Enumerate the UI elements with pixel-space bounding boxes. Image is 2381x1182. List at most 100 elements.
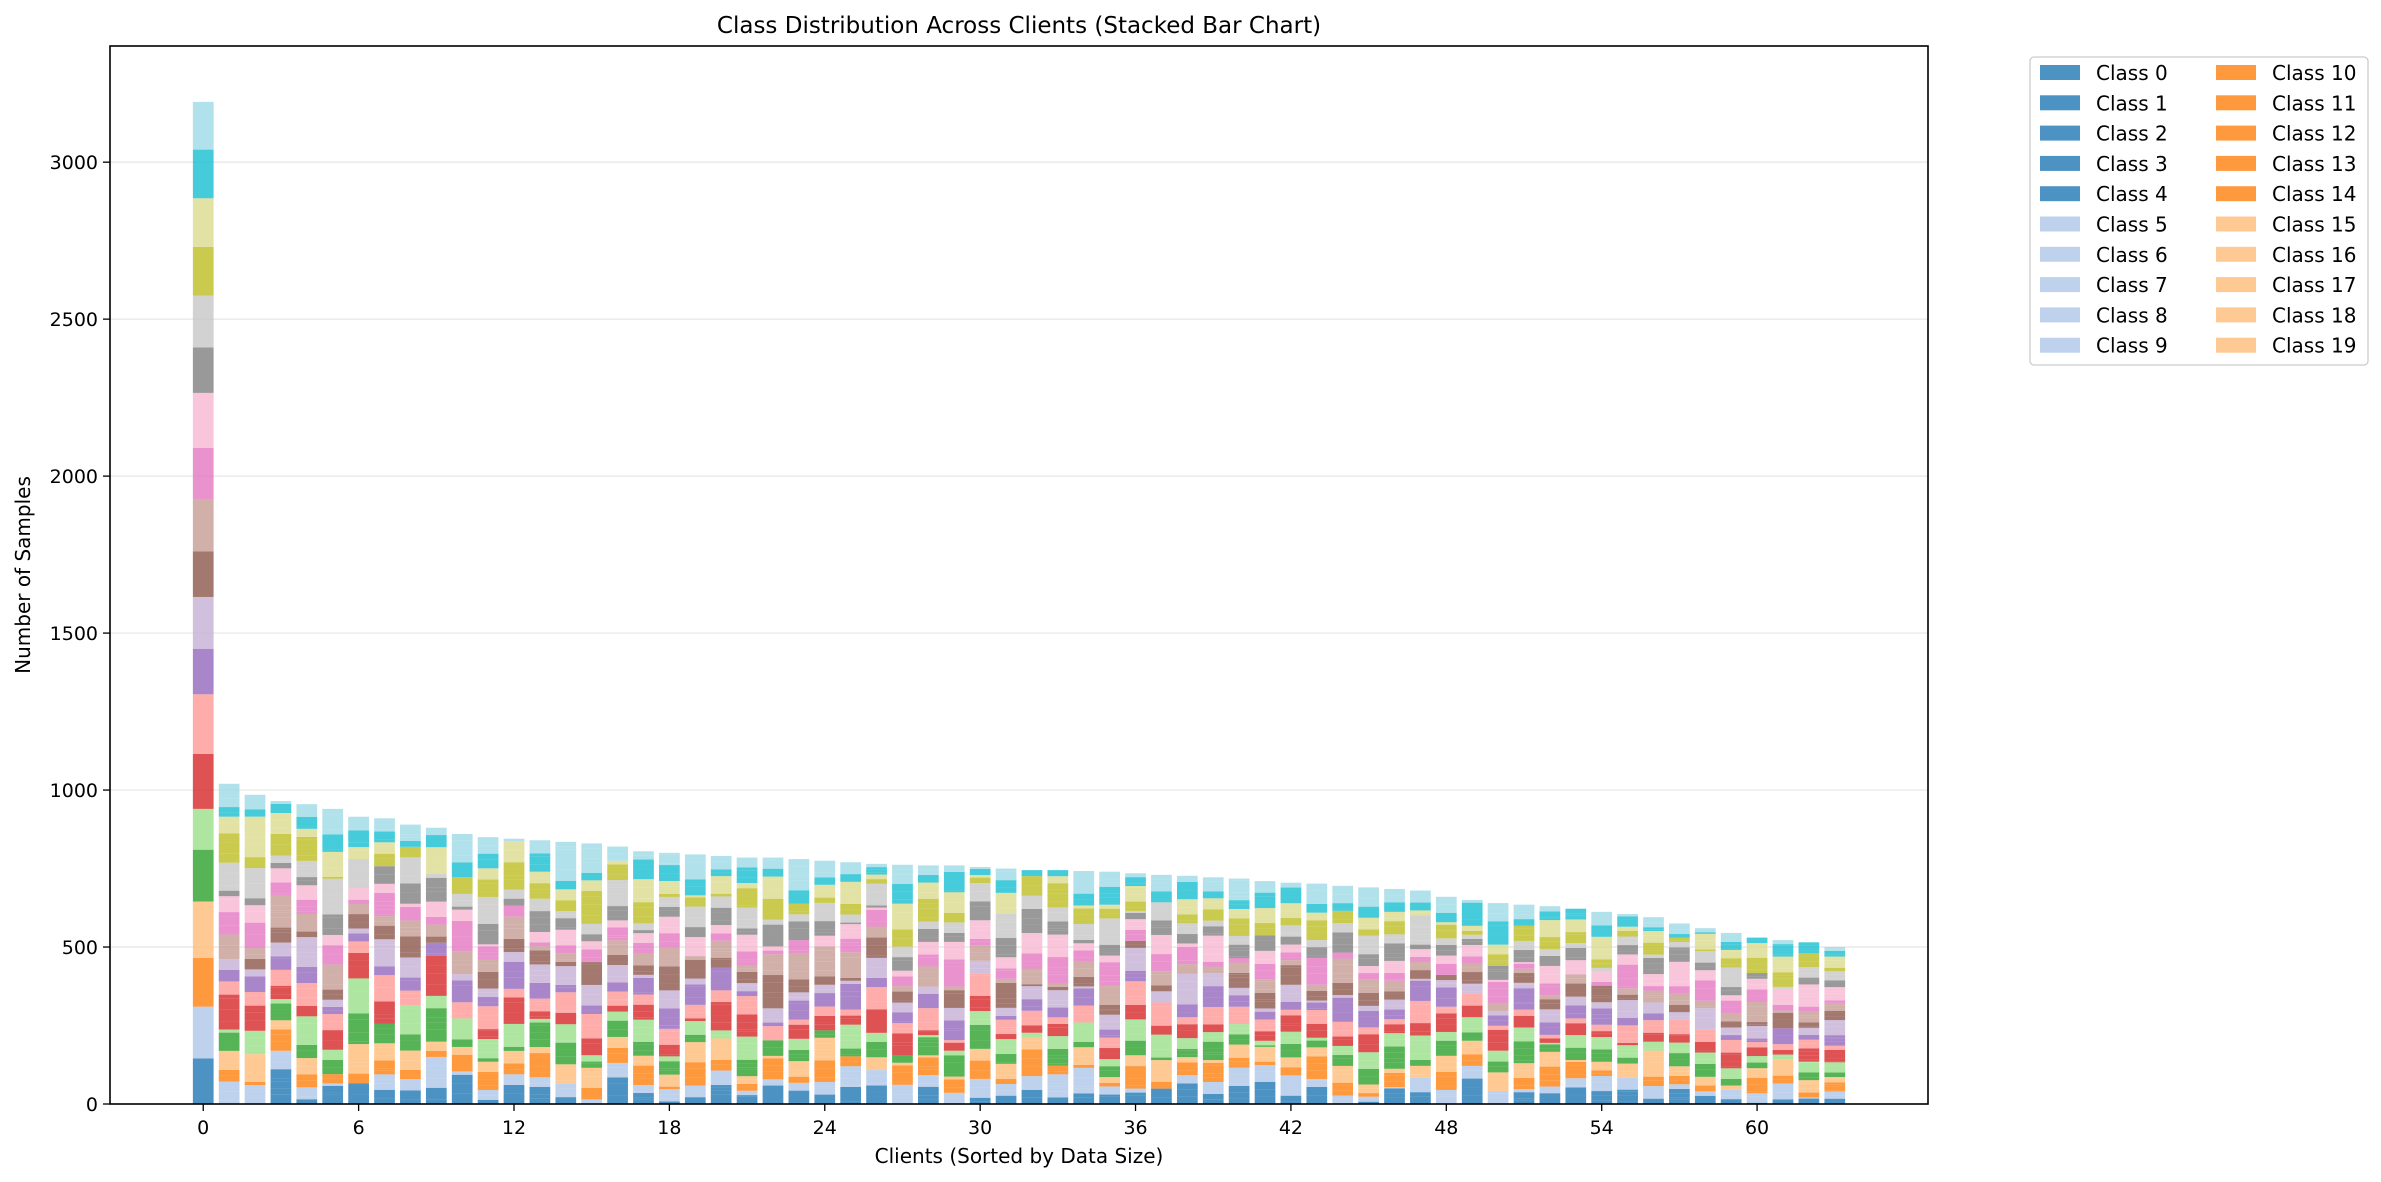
legend-swatch (2216, 65, 2256, 80)
bar-segment (1461, 956, 1483, 964)
bar-segment (581, 1055, 603, 1062)
bar-segment (1099, 884, 1120, 887)
bar-segment (892, 1039, 913, 1043)
bar-segment (1824, 1008, 1846, 1012)
bar-segment (684, 1085, 706, 1093)
bar-segment (762, 962, 784, 971)
bar-segment (710, 990, 732, 1000)
bar-segment (374, 858, 395, 867)
bar-segment (555, 953, 577, 960)
bar-segment (1798, 1083, 1820, 1089)
bar-segment (866, 1057, 887, 1068)
bar-segment (892, 954, 913, 958)
bar-segment (684, 1053, 706, 1063)
bar-segment (1617, 1025, 1638, 1032)
bar-segment (1669, 993, 1690, 1001)
bar-segment (1798, 993, 1820, 997)
bar-segment (1643, 1086, 1664, 1094)
bar-segment (1694, 1021, 1716, 1030)
bar-segment (1720, 987, 1742, 991)
bar-segment (1099, 879, 1120, 885)
bar-segment (581, 984, 603, 995)
bar-segment (1332, 923, 1354, 933)
bar-segment (1384, 943, 1405, 947)
bar-segment (1047, 1048, 1069, 1056)
bar-segment (969, 1040, 991, 1049)
bar-segment (192, 149, 214, 199)
bar-segment (1254, 959, 1276, 964)
bar-segment (218, 998, 240, 1010)
bar-segment (1202, 920, 1224, 927)
bar-segment (814, 932, 836, 936)
bar-segment (1643, 990, 1664, 994)
bar-segment (529, 883, 551, 890)
bar-segment (814, 1094, 836, 1104)
bar-segment (814, 1056, 836, 1061)
bar-segment (1694, 1063, 1716, 1070)
bar-segment (1384, 1031, 1405, 1034)
bar-segment (1539, 926, 1561, 933)
bar-segment (244, 794, 266, 810)
bar-segment (892, 1000, 913, 1003)
bar-segment (633, 1097, 654, 1100)
bar-segment (684, 1077, 706, 1086)
bar-segment (348, 847, 369, 851)
bar-segment (296, 983, 318, 989)
bar-segment (1539, 911, 1561, 918)
bar-segment (1125, 1022, 1146, 1027)
bar-segment (218, 1091, 240, 1101)
bar-segment (633, 942, 654, 946)
bar-segment (1280, 1069, 1302, 1076)
bar-segment (1332, 1065, 1354, 1071)
bar-segment (1151, 920, 1172, 926)
bar-segment (348, 1073, 369, 1084)
bar-segment (529, 1011, 551, 1017)
bar-segment (1539, 965, 1561, 975)
bar-segment (1798, 1022, 1820, 1027)
bar-segment (1461, 941, 1483, 945)
bar-segment (788, 859, 810, 867)
bar-segment (892, 938, 913, 947)
bar-segment (1384, 957, 1405, 961)
bar-segment (1254, 981, 1276, 990)
bar-segment (840, 1071, 862, 1079)
y-tick-label: 0 (86, 1094, 98, 1116)
bar-segment (192, 246, 214, 296)
bar-segment (918, 874, 939, 883)
bar-segment (374, 987, 395, 995)
bar-segment (218, 862, 240, 873)
bar-segment (684, 984, 706, 987)
bar-segment (270, 987, 292, 995)
bar-segment (244, 992, 266, 996)
bar-segment (1617, 1049, 1638, 1054)
bar-segment (1176, 960, 1198, 965)
y-tick-label: 3000 (50, 152, 98, 174)
bar-segment (322, 851, 344, 861)
bar-segment (1306, 1056, 1328, 1060)
bar-segment (1384, 999, 1405, 1006)
bar-segment (1176, 875, 1198, 882)
bar-segment (1487, 1050, 1509, 1054)
bar-segment (969, 960, 991, 964)
bar-segment (1254, 1001, 1276, 1009)
client-bar (1772, 940, 1794, 1104)
bar-segment (1410, 890, 1431, 899)
bar-segment (1513, 976, 1535, 983)
bar-segment (1617, 1000, 1638, 1005)
bar-segment (1358, 1066, 1379, 1069)
bar-segment (1669, 986, 1690, 994)
bar-segment (555, 959, 577, 962)
bar-segment (348, 850, 369, 860)
bar-segment (1487, 969, 1509, 972)
bar-segment (1228, 944, 1250, 948)
bar-segment (503, 1012, 525, 1022)
bar-segment (866, 926, 887, 938)
bar-segment (374, 975, 395, 979)
bar-segment (684, 897, 706, 907)
bar-segment (1202, 891, 1224, 899)
bar-segment (1539, 974, 1561, 984)
legend-label: Class 0 (2096, 61, 2168, 85)
bar-segment (1306, 973, 1328, 979)
bar-segment (1254, 889, 1276, 893)
bar-segment (1099, 1086, 1120, 1095)
